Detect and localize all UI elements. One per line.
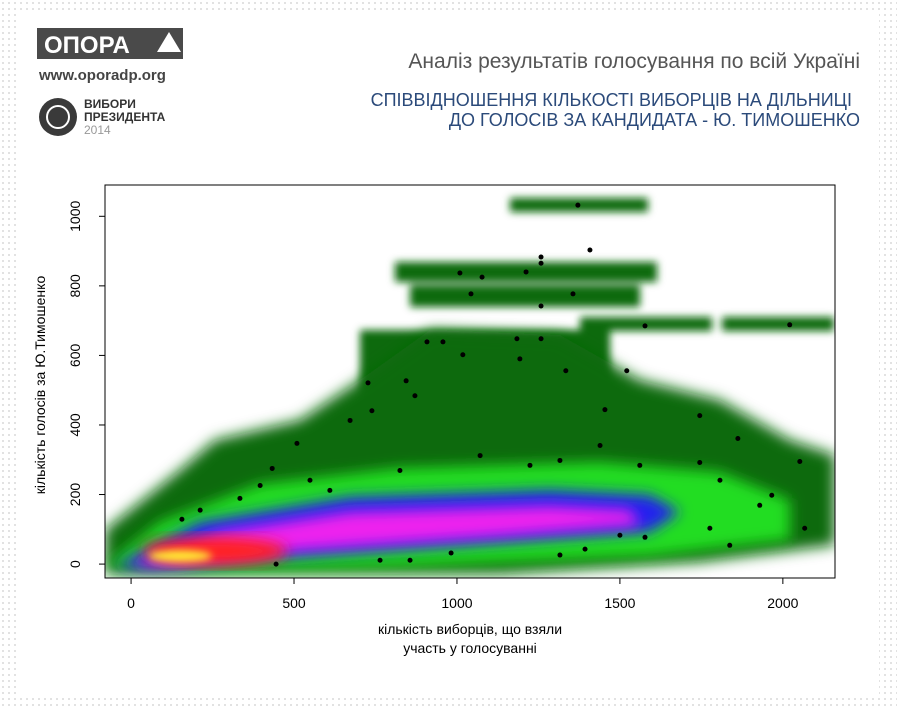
point <box>697 413 703 419</box>
badge-line: 2014 <box>84 123 111 137</box>
point <box>477 453 483 459</box>
point <box>575 202 581 208</box>
point <box>403 378 409 384</box>
point <box>757 502 763 508</box>
point <box>412 393 418 399</box>
point <box>365 380 371 386</box>
point <box>769 492 775 498</box>
point <box>237 495 243 501</box>
badge-line: ПРЕЗИДЕНТА <box>84 110 166 124</box>
point <box>269 465 275 471</box>
logo-box <box>37 28 183 59</box>
x-tick-label: 2000 <box>767 595 798 611</box>
point <box>707 525 713 531</box>
point <box>197 507 203 513</box>
point <box>514 336 520 342</box>
point <box>460 352 466 358</box>
x-tick-label: 500 <box>282 595 306 611</box>
point <box>527 462 533 468</box>
point <box>327 487 333 493</box>
point <box>787 322 793 328</box>
badge-icon <box>39 98 77 136</box>
point <box>407 557 413 563</box>
point <box>257 482 263 488</box>
plot-frame <box>104 184 836 579</box>
point <box>294 440 300 446</box>
point <box>624 368 630 374</box>
point <box>468 291 474 297</box>
subtitle: СПІВВІДНОШЕННЯ КІЛЬКОСТІ ВИБОРЦІВ НА ДІЛ… <box>371 90 852 110</box>
point <box>582 546 588 552</box>
y-tick-label: 800 <box>67 274 83 298</box>
logo: ОПОРА <box>44 32 130 59</box>
point <box>602 407 608 413</box>
x-tick-label: 0 <box>127 595 135 611</box>
point <box>307 477 313 483</box>
x-axis-label: участь у голосуванні <box>403 640 537 656</box>
point <box>397 468 403 474</box>
point <box>717 477 723 483</box>
subtitle: ДО ГОЛОСІВ ЗА КАНДИДАТА - Ю. ТИМОШЕНКО <box>449 110 860 130</box>
point <box>369 408 375 414</box>
point <box>377 557 383 563</box>
x-tick-label: 1000 <box>441 595 472 611</box>
point <box>735 436 741 442</box>
y-tick-label: 0 <box>67 560 83 568</box>
y-tick-label: 400 <box>67 413 83 437</box>
point <box>642 323 648 329</box>
point <box>448 550 454 556</box>
badge-ring <box>46 105 70 129</box>
point <box>538 260 544 266</box>
point <box>457 270 463 276</box>
url: www.oporadp.org <box>38 67 166 84</box>
point <box>727 542 733 548</box>
y-axis-label: кількість голосів за Ю.Тимошенко <box>32 276 48 495</box>
point <box>538 254 544 260</box>
point <box>424 339 430 345</box>
point <box>557 457 563 463</box>
y-tick-label: 200 <box>67 483 83 507</box>
point <box>523 269 529 275</box>
point <box>587 247 593 253</box>
point <box>797 458 803 464</box>
point <box>570 291 576 297</box>
point <box>697 460 703 466</box>
point <box>802 525 808 531</box>
x-tick-label: 1500 <box>604 595 635 611</box>
point <box>538 336 544 342</box>
chart-title: Аналіз результатів голосування по всій У… <box>408 50 860 73</box>
point <box>597 442 603 448</box>
point <box>273 561 279 567</box>
x-axis-label: кількість виборців, що взяли <box>378 621 562 637</box>
point <box>517 356 523 362</box>
point <box>440 339 446 345</box>
point <box>642 534 648 540</box>
point <box>479 274 485 280</box>
point <box>637 462 643 468</box>
point <box>179 516 185 522</box>
point <box>347 417 353 423</box>
density <box>105 198 835 574</box>
point <box>617 532 623 538</box>
point <box>538 303 544 309</box>
point <box>563 368 569 374</box>
point <box>557 552 563 558</box>
badge-line: ВИБОРИ <box>84 97 136 111</box>
y-tick-label: 600 <box>67 344 83 368</box>
y-tick-label: 1000 <box>67 201 83 232</box>
logo-triangle <box>157 32 181 52</box>
